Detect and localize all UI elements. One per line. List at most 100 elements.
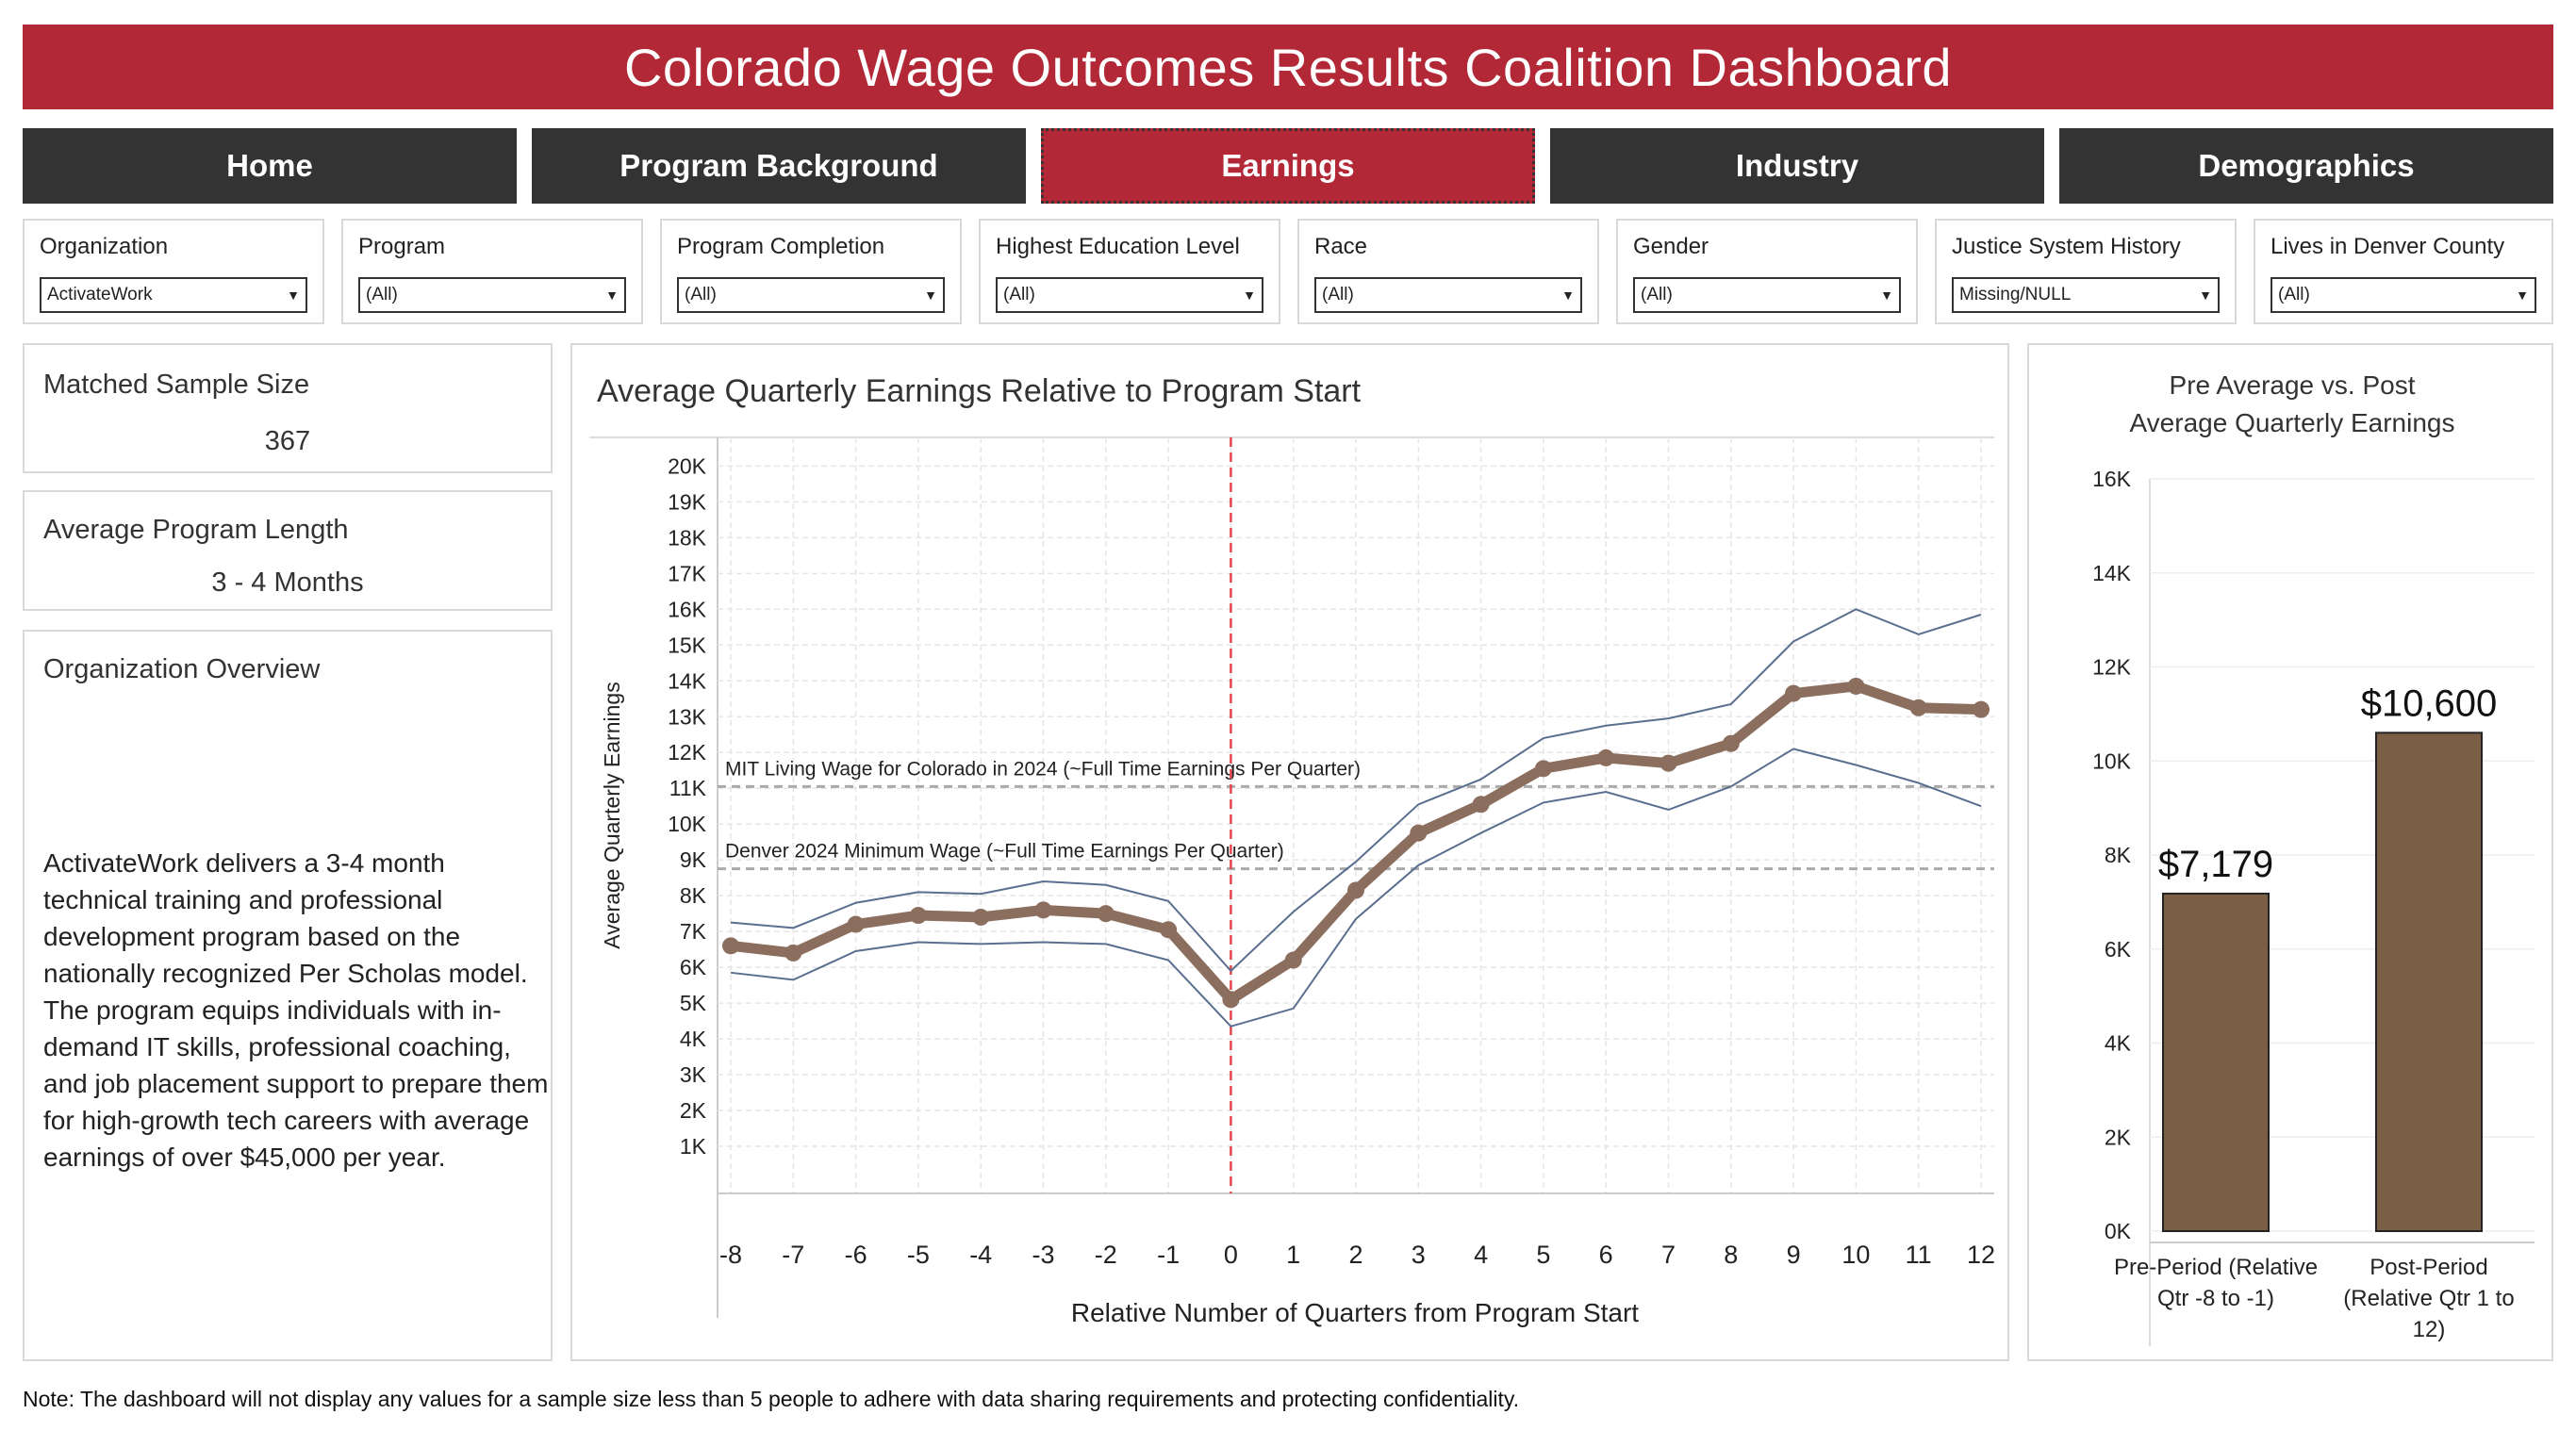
average-earnings-point xyxy=(1785,684,1803,702)
post-period-bar xyxy=(2375,732,2483,1232)
average-earnings-point xyxy=(1722,734,1740,752)
average-earnings-point xyxy=(1160,921,1178,939)
line-chart: 1K 2K 3K 4K 5K 6K 7K 8K 9K 10K 11K 12K 13K 14K 15K 16K 1… xyxy=(589,436,1995,1327)
average-earnings-point xyxy=(1347,881,1364,899)
lower-bound-line xyxy=(730,748,1982,1028)
average-earnings-point xyxy=(1534,760,1552,778)
selected-value: (All) xyxy=(366,285,398,304)
x-category-label: 12) xyxy=(2413,1317,2446,1342)
tab-earnings[interactable]: Earnings xyxy=(1041,128,1535,204)
card-title: Organization Overview xyxy=(43,654,321,684)
y-tick-label: 14K xyxy=(668,668,707,693)
selected-value: (All) xyxy=(1322,285,1354,304)
tab-home[interactable]: Home xyxy=(23,128,517,204)
selected-value: Missing/NULL xyxy=(1959,285,2072,304)
y-tick-label: 6K xyxy=(680,955,707,979)
y-tick-label: 6K xyxy=(2105,937,2132,962)
bar-data-label: $7,179 xyxy=(2158,844,2273,885)
tab-program-background[interactable]: Program Background xyxy=(532,128,1026,204)
filter-row: Organization ActivateWork ▼ Program (All)… xyxy=(23,219,2553,324)
filter-label: Race xyxy=(1314,234,1368,259)
overview-text: ActivateWork delivers a 3-4 month techni… xyxy=(43,848,549,1172)
filter-label: Justice System History xyxy=(1952,234,2181,259)
y-tick-label: 9K xyxy=(680,847,707,872)
x-tick-label: -8 xyxy=(719,1241,742,1269)
dropdown-arrow-icon: ▼ xyxy=(2516,288,2529,303)
filter-organization: Organization ActivateWork ▼ xyxy=(23,219,324,324)
filter-label: Program xyxy=(358,234,446,259)
y-tick-label: 1K xyxy=(680,1134,707,1159)
x-tick-label: 2 xyxy=(1348,1241,1362,1269)
gender-dropdown[interactable]: (All) ▼ xyxy=(1633,277,1901,313)
race-dropdown[interactable]: (All) ▼ xyxy=(1314,277,1582,313)
average-earnings-point xyxy=(1973,700,1990,718)
bar-chart-title-line1: Pre Average vs. Post xyxy=(2170,370,2416,400)
y-tick-label: 3K xyxy=(680,1062,707,1087)
x-tick-label: -3 xyxy=(1032,1241,1054,1269)
y-axis-title: Average Quarterly Earnings xyxy=(600,682,624,948)
x-tick-label: 9 xyxy=(1787,1241,1801,1269)
y-tick-label: 2K xyxy=(2105,1125,2132,1149)
line-chart-card: Average Quarterly Earnings Relative to P… xyxy=(570,343,2009,1361)
filter-race: Race (All) ▼ xyxy=(1297,219,1599,324)
y-tick-label: 10K xyxy=(2092,748,2132,773)
y-tick-label: 11K xyxy=(669,776,707,800)
sample-size-value: 367 xyxy=(264,426,311,456)
x-tick-label: 5 xyxy=(1536,1241,1550,1269)
tab-demographics[interactable]: Demographics xyxy=(2059,128,2553,204)
y-tick-label: 8K xyxy=(680,883,707,908)
bar-chart-card: Pre Average vs. Post Average Quarterly Ea… xyxy=(2027,343,2553,1361)
x-tick-label: 4 xyxy=(1474,1241,1488,1269)
average-earnings-point xyxy=(972,908,990,926)
x-axis-title: Relative Number of Quarters from Program… xyxy=(1071,1298,1639,1327)
dropdown-arrow-icon: ▼ xyxy=(2199,288,2212,303)
filter-education-level: Highest Education Level (All) ▼ xyxy=(979,219,1280,324)
x-tick-label: 1 xyxy=(1286,1241,1300,1269)
confidentiality-note: Note: The dashboard will not display any… xyxy=(23,1387,1520,1411)
dropdown-arrow-icon: ▼ xyxy=(287,288,300,303)
selected-value: (All) xyxy=(1641,285,1673,304)
y-tick-label: 18K xyxy=(668,525,707,550)
average-earnings-point xyxy=(1222,991,1240,1009)
tab-industry[interactable]: Industry xyxy=(1550,128,2044,204)
y-tick-label: 14K xyxy=(2092,561,2132,585)
denver-county-dropdown[interactable]: (All) ▼ xyxy=(2271,277,2536,313)
dropdown-arrow-icon: ▼ xyxy=(1243,288,1256,303)
y-tick-label: 12K xyxy=(668,740,707,765)
x-tick-label: -6 xyxy=(845,1241,867,1269)
filter-denver-county: Lives in Denver County (All) ▼ xyxy=(2254,219,2553,324)
selected-value: (All) xyxy=(685,285,717,304)
justice-history-dropdown[interactable]: Missing/NULL ▼ xyxy=(1952,277,2220,313)
program-length-value: 3 - 4 Months xyxy=(211,567,364,598)
x-category-label: (Relative Qtr 1 to xyxy=(2343,1286,2514,1311)
education-level-dropdown[interactable]: (All) ▼ xyxy=(996,277,1263,313)
average-earnings-point xyxy=(909,907,927,925)
average-earnings-point xyxy=(1034,901,1052,919)
organization-dropdown[interactable]: ActivateWork ▼ xyxy=(40,277,307,313)
dropdown-arrow-icon: ▼ xyxy=(1880,288,1893,303)
filter-justice-history: Justice System History Missing/NULL ▼ xyxy=(1935,219,2237,324)
dropdown-arrow-icon: ▼ xyxy=(1561,288,1575,303)
y-tick-label: 0K xyxy=(2105,1219,2132,1243)
program-length-card: Average Program Length 3 - 4 Months xyxy=(23,490,553,611)
y-tick-label: 5K xyxy=(680,991,707,1015)
selected-value: ActivateWork xyxy=(47,285,153,304)
x-tick-label: 8 xyxy=(1724,1241,1738,1269)
filter-label: Program Completion xyxy=(677,234,885,259)
selected-value: (All) xyxy=(1003,285,1035,304)
x-tick-label: 11 xyxy=(1906,1241,1932,1269)
x-category-label: Qtr -8 to -1) xyxy=(2157,1286,2274,1311)
program-completion-dropdown[interactable]: (All) ▼ xyxy=(677,277,945,313)
sample-size-card: Matched Sample Size 367 xyxy=(23,343,553,473)
program-dropdown[interactable]: (All) ▼ xyxy=(358,277,626,313)
dropdown-arrow-icon: ▼ xyxy=(605,288,619,303)
x-tick-label: -2 xyxy=(1095,1241,1117,1269)
y-tick-label: 17K xyxy=(668,561,707,585)
minimum-wage-label: Denver 2024 Minimum Wage (~Full Time Ear… xyxy=(725,841,1284,863)
y-tick-label: 10K xyxy=(668,812,707,836)
y-tick-label: 15K xyxy=(668,633,707,657)
bar-data-label: $10,600 xyxy=(2361,682,2498,724)
upper-bound-line xyxy=(730,608,1982,973)
x-tick-label: 3 xyxy=(1412,1241,1426,1269)
y-tick-label: 2K xyxy=(680,1098,707,1123)
